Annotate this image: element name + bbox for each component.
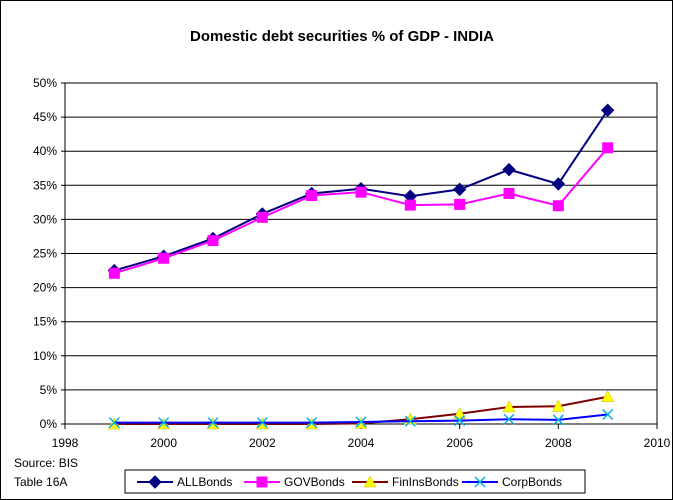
data-point xyxy=(355,186,367,198)
data-point xyxy=(306,417,318,429)
series-layer xyxy=(107,103,615,430)
data-point xyxy=(108,267,120,279)
y-tick-label: 25% xyxy=(33,247,57,261)
data-point xyxy=(551,177,566,191)
data-point xyxy=(148,475,162,489)
axes: 0% 5% 10% 15% 20% 25% 30% 35% 40% 45% 50% 1998 2000 2… xyxy=(33,76,671,450)
data-point xyxy=(552,200,564,212)
series-line xyxy=(114,147,609,275)
source-line-1: Source: BIS xyxy=(14,456,78,470)
x-tick-label: 1998 xyxy=(52,436,79,450)
series-GOVBonds xyxy=(108,142,614,279)
data-point xyxy=(256,417,268,429)
y-tick-label: 0% xyxy=(40,417,58,431)
data-point xyxy=(256,211,268,223)
data-point xyxy=(602,408,614,420)
data-point xyxy=(306,190,318,202)
series-CorpBonds xyxy=(108,408,614,429)
data-point xyxy=(158,252,170,264)
x-tick-label: 2004 xyxy=(348,436,375,450)
legend-item: FinInsBonds xyxy=(352,475,459,489)
data-point xyxy=(207,235,219,247)
legend-item: CorpBonds xyxy=(462,475,562,489)
data-point xyxy=(453,407,467,420)
data-point xyxy=(452,182,467,197)
data-point xyxy=(207,417,219,429)
data-point xyxy=(108,417,120,429)
data-point xyxy=(502,400,516,413)
data-point xyxy=(256,476,268,488)
legend-label: FinInsBonds xyxy=(392,475,459,489)
y-tick-label: 50% xyxy=(33,76,57,90)
legend-label: CorpBonds xyxy=(502,475,562,489)
data-point xyxy=(551,399,565,412)
x-tick-label: 2006 xyxy=(446,436,473,450)
legend-item: ALLBonds xyxy=(137,475,232,489)
data-point xyxy=(454,198,466,210)
y-tick-label: 5% xyxy=(40,383,58,397)
x-tick-label: 2008 xyxy=(545,436,572,450)
y-tick-label: 35% xyxy=(33,178,57,192)
data-point xyxy=(355,416,367,428)
data-point xyxy=(503,187,515,199)
y-tick-label: 15% xyxy=(33,315,57,329)
y-tick-label: 20% xyxy=(33,281,57,295)
source-line-2: Table 16A xyxy=(14,475,67,489)
legend: ALLBonds GOVBonds FinInsBonds CorpBonds xyxy=(124,469,586,494)
data-point xyxy=(454,415,466,427)
data-point xyxy=(404,199,416,211)
y-tick-label: 45% xyxy=(33,110,57,124)
y-tick-label: 10% xyxy=(33,349,57,363)
legend-label: GOVBonds xyxy=(284,475,345,489)
data-point xyxy=(552,414,564,426)
legend-label: ALLBonds xyxy=(177,475,232,489)
x-tick-label: 2002 xyxy=(249,436,276,450)
data-point xyxy=(404,415,416,427)
data-point xyxy=(601,390,615,402)
data-point xyxy=(600,103,615,117)
legend-item: GOVBonds xyxy=(244,475,345,489)
data-point xyxy=(503,413,515,425)
y-tick-label: 30% xyxy=(33,212,57,226)
data-point xyxy=(158,417,170,429)
y-tick-label: 40% xyxy=(33,144,57,158)
grid xyxy=(65,82,657,391)
chart-title: Domestic debt securities % of GDP - INDI… xyxy=(190,28,494,45)
data-point xyxy=(363,475,377,488)
data-point xyxy=(502,162,516,177)
x-tick-label: 2000 xyxy=(150,436,177,450)
data-point xyxy=(602,142,614,154)
x-tick-label: 2010 xyxy=(644,436,671,450)
data-point xyxy=(474,476,486,488)
